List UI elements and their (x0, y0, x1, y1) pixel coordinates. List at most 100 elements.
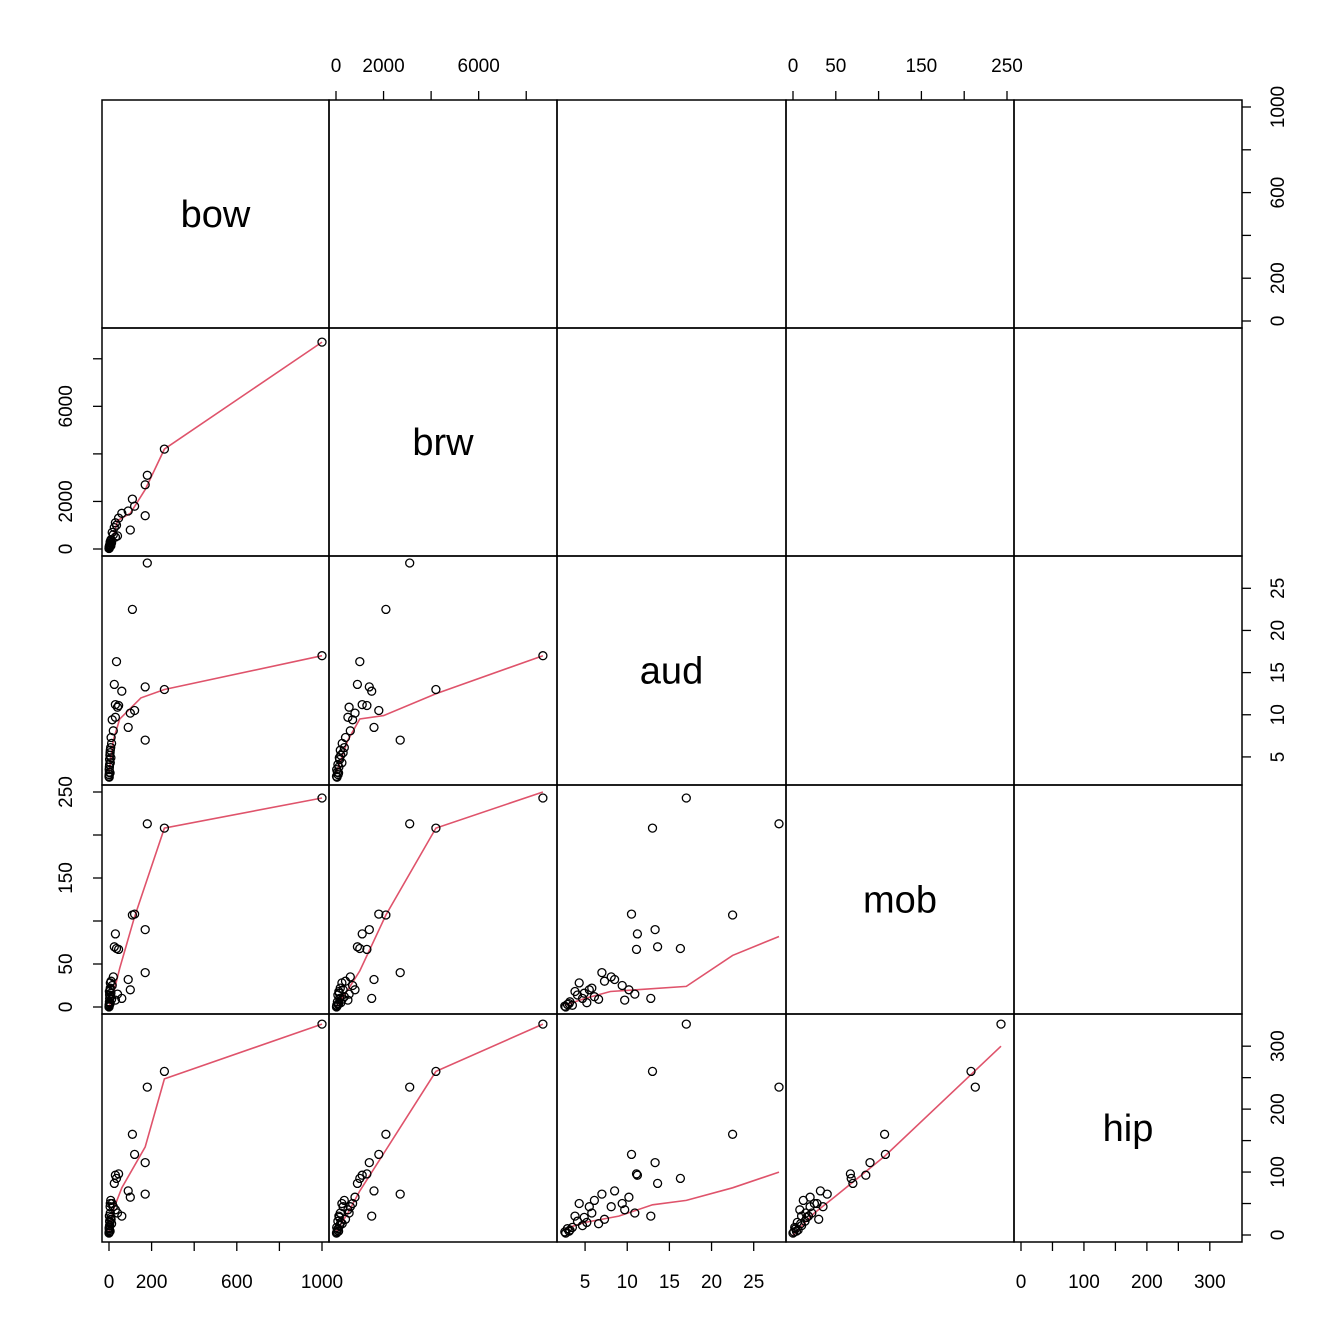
data-point (381, 604, 391, 615)
x-tick-label-hip: 300 (1194, 1272, 1226, 1293)
points-mob-vs-aud (560, 793, 784, 1012)
data-point (344, 702, 354, 712)
points-brw-vs-bow (104, 337, 327, 554)
smooth-line-mob-vs-brw (335, 791, 544, 1008)
data-point (970, 1082, 980, 1092)
data-point (405, 1082, 415, 1092)
data-point (632, 929, 643, 939)
data-point (774, 1082, 784, 1092)
data-point (579, 988, 589, 998)
panel-mob-bow (101, 784, 330, 1015)
data-point (106, 753, 116, 763)
data-point (861, 1170, 871, 1180)
data-point (367, 686, 377, 696)
panel-aud-hip (1013, 555, 1243, 786)
data-point (125, 1192, 135, 1202)
y-tick-label-brw: 6000 (56, 385, 77, 427)
y-tick-label-hip: 300 (1268, 1030, 1289, 1062)
data-point (587, 983, 597, 993)
data-point (127, 1129, 138, 1139)
x-tick-label-aud: 10 (617, 1272, 638, 1293)
data-point (815, 1186, 826, 1196)
y-tick-label-hip: 0 (1268, 1230, 1289, 1241)
y-tick-label-bow: 600 (1268, 177, 1289, 209)
x-tick-label-aud: 25 (743, 1272, 764, 1293)
smooth-line-hip-vs-bow (108, 1023, 323, 1233)
points-mob-vs-bow (104, 793, 327, 1012)
x-tick-label-mob: 0 (788, 56, 799, 77)
data-point (142, 819, 152, 829)
data-point (317, 793, 327, 803)
data-point (617, 980, 627, 991)
data-point (587, 1208, 597, 1218)
data-point (574, 1198, 584, 1209)
y-tick-label-aud: 10 (1268, 704, 1289, 725)
data-point (159, 823, 170, 833)
smooth-lines (108, 341, 1002, 1236)
data-point (374, 909, 384, 919)
data-point (105, 768, 115, 778)
data-point (129, 909, 140, 919)
data-point (865, 1157, 875, 1168)
data-point (996, 1019, 1006, 1029)
data-point (395, 735, 405, 745)
data-point (631, 1169, 642, 1179)
data-point (589, 1195, 600, 1206)
data-point (317, 1019, 327, 1029)
data-point (332, 997, 343, 1007)
data-point (105, 1198, 115, 1209)
points-hip-vs-aud (560, 1019, 784, 1238)
data-point (123, 974, 133, 985)
data-point (333, 1226, 344, 1236)
data-point (105, 1226, 115, 1236)
x-tick-label-brw: 2000 (362, 56, 404, 77)
data-point (620, 1205, 630, 1215)
y-tick-label-mob: 50 (56, 953, 77, 974)
data-point (609, 1186, 620, 1196)
data-point (626, 909, 637, 919)
data-point (395, 1189, 405, 1199)
data-point (579, 1212, 589, 1223)
data-point (352, 942, 363, 952)
data-point (796, 1219, 806, 1229)
data-point (646, 993, 656, 1004)
data-point (572, 1216, 583, 1226)
panel-bow-brw (328, 99, 558, 329)
data-point (362, 1169, 372, 1179)
panel-bow-aud (556, 99, 787, 329)
data-point (142, 558, 152, 568)
data-point (335, 983, 345, 993)
data-point (626, 1149, 637, 1160)
data-point (606, 1202, 616, 1212)
data-point (117, 686, 127, 696)
data-point (381, 1129, 391, 1139)
data-point (564, 1226, 574, 1236)
data-point (606, 972, 616, 982)
data-point (106, 738, 117, 749)
smooth-line-hip-vs-mob (792, 1045, 1002, 1236)
variable-labels: bow brw aud mob hip (181, 194, 1154, 1150)
x-tick-label-mob: 150 (906, 56, 938, 77)
data-point (572, 990, 583, 1000)
data-point (369, 722, 379, 733)
data-point (334, 1212, 344, 1223)
data-point (431, 1066, 441, 1077)
y-tick-label-aud: 15 (1268, 662, 1289, 683)
data-point (795, 1205, 805, 1215)
points-hip-vs-bow (104, 1019, 327, 1238)
y-tick-label-bow: 0 (1268, 316, 1289, 327)
data-point (431, 823, 441, 833)
points-aud-vs-brw (331, 558, 548, 782)
data-point (966, 1066, 976, 1077)
points-hip-vs-mob (788, 1019, 1006, 1238)
data-point (333, 998, 344, 1009)
variable-label-brw: brw (412, 422, 474, 464)
data-point (109, 679, 119, 690)
data-point (355, 943, 365, 954)
data-point (125, 985, 135, 995)
data-point (129, 1149, 140, 1160)
data-point (362, 700, 372, 711)
data-point (593, 994, 604, 1004)
data-point (727, 1129, 738, 1139)
data-point (347, 980, 358, 991)
